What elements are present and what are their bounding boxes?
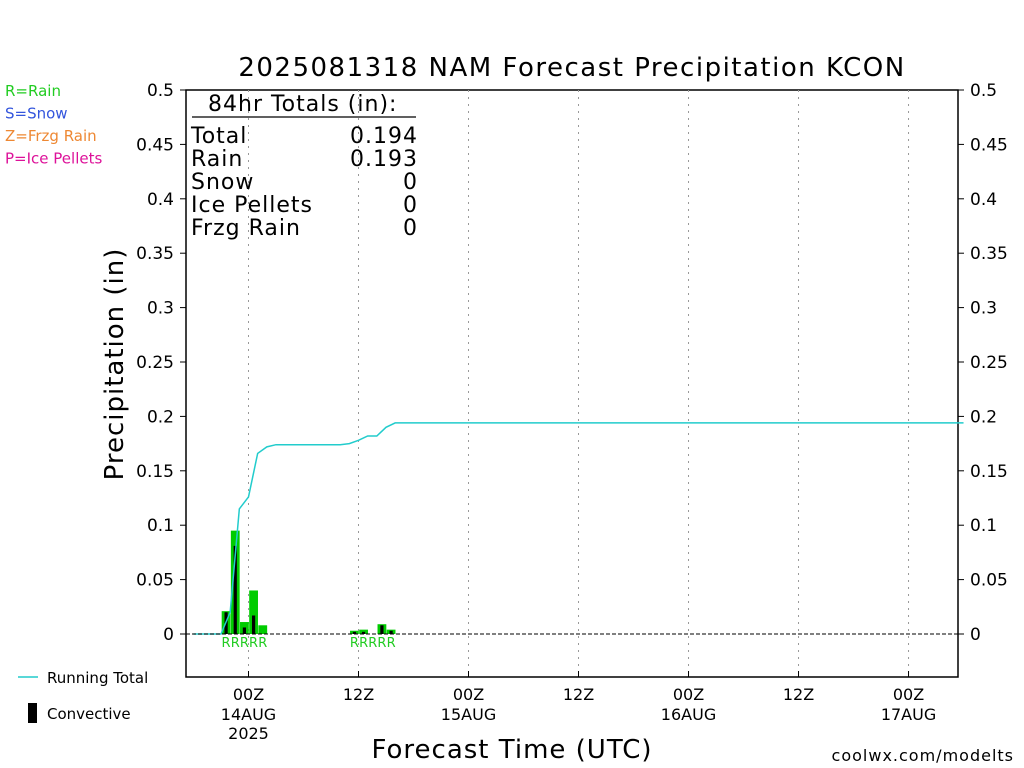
x-tick-sublabel: 17AUG (881, 705, 936, 724)
y-tick-label-left: 0 (163, 625, 174, 645)
precip-type-legend-item: S=Snow (5, 105, 68, 123)
precip-type-legend-item: R=Rain (5, 82, 61, 100)
y-tick-label-right: 0.2 (970, 407, 997, 427)
y-tick-label-left: 0.2 (147, 407, 174, 427)
totals-box: 84hr Totals (in): Total 0.194 Rain 0.193 Sno… (190, 92, 418, 241)
y-tick-label-right: 0.35 (970, 244, 1008, 264)
precip-type-marker: R (377, 636, 386, 651)
x-tick-label: 00Z (893, 685, 924, 704)
y-tick-label-right: 0.5 (970, 81, 997, 101)
totals-row-value: 0.193 (350, 147, 418, 172)
precip-type-marker: R (249, 636, 258, 651)
running-total-line (193, 422, 964, 635)
y-tick-label-left: 0.3 (147, 299, 174, 319)
precip-type-marker: R (222, 636, 231, 651)
totals-row-label: Total (190, 124, 247, 149)
y-tick-label-right: 0.25 (970, 353, 1008, 373)
totals-row-label: Frzg Rain (191, 216, 301, 241)
x-tick-label: 12Z (343, 685, 374, 704)
precip-bar (258, 625, 268, 634)
convective-bar (251, 615, 256, 634)
chart-title: 2025081318 NAM Forecast Precipitation KC… (238, 53, 905, 83)
precip-type-marker: R (258, 636, 267, 651)
watermark: coolwx.com/modelts (832, 746, 1014, 765)
x-tick-label: 00Z (673, 685, 704, 704)
x-axis-title: Forecast Time (UTC) (371, 735, 652, 765)
convective-bar (361, 631, 366, 634)
totals-row-label: Ice Pellets (191, 193, 313, 218)
x-tick-sublabel: 16AUG (661, 705, 716, 724)
precip-type-legend-item: P=Ice Pellets (5, 150, 102, 168)
y-tick-label-left: 0.15 (136, 462, 174, 482)
totals-header: 84hr Totals (in): (208, 92, 397, 117)
totals-row-value: 0 (403, 193, 418, 218)
y-tick-label-right: 0.05 (970, 571, 1008, 591)
y-tick-label-left: 0.4 (147, 190, 174, 210)
y-tick-label-right: 0.4 (970, 190, 997, 210)
precip-type-marker: R (231, 636, 240, 651)
totals-row-label: Snow (191, 170, 254, 195)
y-tick-label-right: 0.3 (970, 299, 997, 319)
convective-bar (380, 625, 384, 634)
y-tick-label-right: 0.15 (970, 462, 1008, 482)
precip-bar (249, 590, 258, 634)
precip-type-marker: R (240, 636, 249, 651)
y-tick-label-left: 0.45 (136, 135, 174, 155)
convective-bar (242, 627, 247, 634)
precip-bars (221, 530, 396, 634)
convective-bar (233, 545, 237, 634)
totals-row-value: 0.194 (350, 124, 418, 149)
x-tick-sublabel: 2025 (228, 724, 269, 743)
x-tick-label: 12Z (783, 685, 814, 704)
running-total-legend-label: Running Total (47, 669, 148, 687)
convective-legend-label: Convective (47, 705, 131, 723)
plot-frame (185, 89, 959, 678)
totals-row-value: 0 (403, 170, 418, 195)
precip-type-marker: R (359, 636, 368, 651)
convective-legend-swatch (28, 703, 37, 723)
precip-type-marker: R (350, 636, 359, 651)
totals-row-label: Rain (191, 147, 243, 172)
totals-row-value: 0 (403, 216, 418, 241)
precip-type-marker: R (387, 636, 396, 651)
x-tick-sublabel: 14AUG (221, 705, 276, 724)
x-tick-sublabel: 15AUG (441, 705, 496, 724)
x-tick-label: 00Z (233, 685, 264, 704)
precip-type-marker: R (368, 636, 377, 651)
convective-bar (352, 631, 357, 634)
y-axis-ticks: 0 00.05 0.050.1 0.10.15 0.150.2 0.20.25 0.250.… (136, 81, 1008, 645)
y-tick-label-left: 0.25 (136, 353, 174, 373)
x-tick-label: 12Z (563, 685, 594, 704)
y-axis-title: Precipitation (in) (100, 248, 130, 481)
y-tick-label-left: 0.05 (136, 571, 174, 591)
y-tick-label-left: 0.1 (147, 516, 174, 536)
running-total-series (193, 422, 964, 635)
y-tick-label-left: 0.5 (147, 81, 174, 101)
y-tick-label-right: 0.1 (970, 516, 997, 536)
y-tick-label-left: 0.35 (136, 244, 174, 264)
precip-type-legend: R=Rain S=Snow Z=Frzg Rain P=Ice Pellets (5, 82, 102, 168)
x-gridlines (248, 90, 910, 677)
precip-type-legend-item: Z=Frzg Rain (5, 127, 97, 145)
x-tick-label: 00Z (453, 685, 484, 704)
y-tick-label-right: 0.45 (970, 135, 1008, 155)
convective-bar (389, 630, 393, 634)
y-tick-label-right: 0 (970, 625, 981, 645)
